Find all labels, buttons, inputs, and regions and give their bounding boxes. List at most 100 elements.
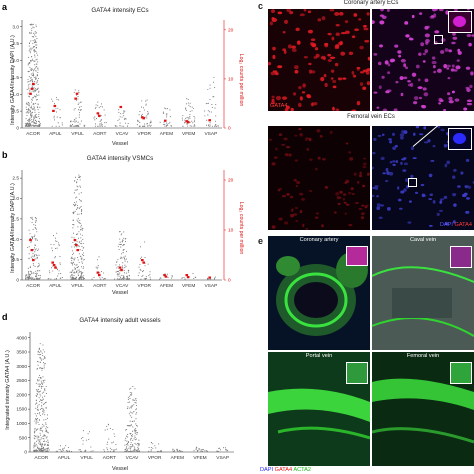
nucleus bbox=[438, 102, 441, 105]
data-point bbox=[58, 125, 60, 127]
x-tick-label: ACOR bbox=[26, 131, 40, 137]
data-point bbox=[170, 125, 172, 127]
data-point bbox=[34, 114, 36, 116]
nucleus bbox=[446, 64, 451, 68]
nucleus bbox=[305, 137, 310, 140]
rna-marker bbox=[51, 261, 55, 264]
data-point bbox=[27, 246, 29, 249]
nucleus bbox=[272, 70, 278, 73]
data-point bbox=[36, 94, 38, 97]
data-point bbox=[56, 247, 58, 249]
data-point bbox=[67, 450, 69, 452]
data-point bbox=[36, 435, 38, 437]
data-point bbox=[81, 245, 83, 247]
data-point bbox=[126, 425, 128, 427]
nucleus bbox=[358, 208, 363, 210]
data-point bbox=[34, 39, 37, 41]
data-point bbox=[85, 449, 87, 451]
data-point bbox=[189, 125, 191, 127]
data-point bbox=[118, 264, 121, 266]
data-point bbox=[44, 388, 46, 390]
data-point bbox=[159, 450, 161, 452]
data-point bbox=[202, 449, 204, 451]
nucleus bbox=[440, 50, 445, 54]
rna-marker bbox=[75, 244, 78, 247]
data-point bbox=[129, 425, 131, 427]
nucleus bbox=[355, 201, 359, 205]
data-point bbox=[122, 113, 124, 115]
data-point bbox=[74, 108, 76, 110]
data-point bbox=[39, 447, 41, 449]
data-point bbox=[34, 64, 36, 66]
data-point bbox=[114, 278, 116, 280]
data-point bbox=[122, 252, 124, 254]
nucleus bbox=[330, 69, 335, 73]
data-point bbox=[218, 447, 220, 449]
nucleus bbox=[366, 81, 371, 86]
data-point bbox=[37, 67, 39, 69]
nucleus bbox=[409, 37, 412, 40]
data-point bbox=[35, 41, 37, 43]
x-tick-label: VFEM bbox=[182, 131, 195, 137]
data-point bbox=[178, 449, 181, 451]
nucleus bbox=[433, 70, 437, 74]
nucleus bbox=[452, 36, 458, 40]
nucleus bbox=[303, 56, 308, 59]
nucleus bbox=[351, 192, 355, 196]
data-point bbox=[124, 264, 126, 266]
nucleus bbox=[376, 106, 380, 109]
data-point bbox=[34, 445, 37, 447]
data-point bbox=[62, 447, 64, 450]
data-point bbox=[42, 407, 44, 409]
nucleus bbox=[313, 55, 318, 60]
rna-marker bbox=[185, 120, 189, 123]
data-point bbox=[134, 448, 136, 450]
nucleus bbox=[403, 76, 408, 80]
data-point bbox=[131, 435, 133, 438]
data-point bbox=[35, 402, 38, 404]
nucleus bbox=[451, 41, 456, 45]
data-point bbox=[193, 124, 195, 126]
nucleus bbox=[453, 168, 457, 172]
nucleus bbox=[299, 13, 305, 17]
nucleus bbox=[293, 65, 299, 70]
data-point bbox=[71, 259, 73, 261]
data-point bbox=[38, 347, 40, 349]
data-point bbox=[214, 86, 216, 88]
data-point bbox=[97, 259, 99, 261]
data-point bbox=[30, 123, 32, 126]
data-point bbox=[33, 431, 35, 433]
data-point bbox=[134, 446, 136, 448]
data-point bbox=[74, 121, 76, 123]
data-point bbox=[152, 443, 154, 445]
nucleus bbox=[413, 101, 418, 105]
nucleus bbox=[364, 39, 370, 43]
data-point bbox=[80, 101, 82, 103]
data-point bbox=[104, 429, 106, 431]
data-point bbox=[31, 222, 33, 224]
data-point bbox=[33, 272, 35, 274]
data-point bbox=[165, 108, 167, 110]
data-point bbox=[37, 61, 39, 63]
panel-label-e: e bbox=[258, 236, 264, 246]
data-point bbox=[140, 278, 142, 280]
nucleus bbox=[447, 92, 451, 96]
nucleus bbox=[424, 78, 429, 83]
y-tick-label: 2.5 bbox=[12, 176, 19, 182]
x-tick-label: VCAV bbox=[116, 131, 130, 137]
data-point bbox=[138, 442, 140, 445]
chart-title-b: GATA4 intensity VSMCs bbox=[87, 155, 153, 162]
data-point bbox=[78, 276, 81, 278]
data-point bbox=[61, 450, 63, 452]
data-point bbox=[137, 120, 139, 122]
data-point bbox=[131, 412, 133, 414]
data-point bbox=[115, 444, 117, 446]
data-point bbox=[29, 52, 31, 54]
nucleus bbox=[377, 134, 382, 137]
data-point bbox=[207, 125, 210, 127]
data-point bbox=[39, 367, 41, 369]
data-point bbox=[72, 213, 74, 215]
data-point bbox=[73, 246, 75, 248]
nucleus bbox=[288, 44, 292, 49]
data-point bbox=[30, 24, 32, 26]
